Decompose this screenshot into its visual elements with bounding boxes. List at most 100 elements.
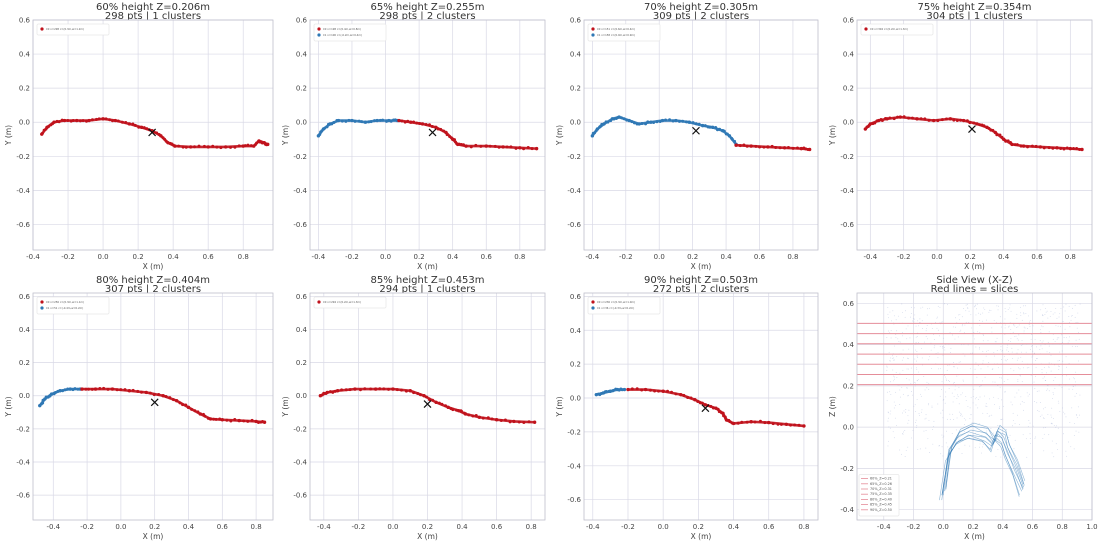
data-point: [246, 143, 250, 147]
y-tick-label: 0.2: [843, 85, 854, 93]
data-point: [442, 129, 446, 133]
chart-subtitle: Red lines = slices: [931, 284, 1019, 295]
cloud-point: [1047, 413, 1049, 415]
data-point: [640, 388, 644, 392]
cloud-point: [896, 376, 898, 378]
data-point: [700, 401, 704, 405]
y-tick-label: 0.0: [570, 395, 581, 403]
cloud-point: [1000, 456, 1002, 458]
cloud-point: [1053, 393, 1054, 395]
cloud-point: [1013, 324, 1015, 326]
cloud-point: [913, 405, 915, 407]
plot-frame: [309, 19, 546, 251]
structure-strand: [944, 425, 1024, 492]
cloud-point: [892, 357, 894, 359]
cloud-point: [998, 305, 1000, 307]
cloud-point: [1041, 414, 1043, 416]
data-point: [915, 117, 919, 121]
y-tick-label: 0.6: [19, 17, 31, 25]
y-tick-label: 0.6: [296, 293, 308, 301]
cloud-point: [1025, 438, 1027, 440]
x-tick-label: -0.4: [26, 253, 40, 261]
chart-subtitle: 304 pts | 1 clusters: [926, 11, 1022, 22]
data-point: [689, 396, 693, 400]
data-point: [671, 119, 675, 123]
cloud-point: [916, 425, 918, 427]
cloud-point: [976, 376, 978, 378]
cloud-point: [1003, 405, 1004, 407]
data-point: [229, 419, 233, 423]
cloud-point: [1056, 337, 1058, 339]
cloud-point: [1007, 344, 1009, 346]
data-point: [336, 118, 341, 123]
cloud-point: [1020, 314, 1022, 316]
cloud-point: [1040, 345, 1042, 347]
data-point: [711, 406, 715, 410]
cloud-point: [945, 396, 947, 398]
data-point: [116, 119, 120, 123]
data-point: [353, 387, 357, 391]
data-point: [740, 420, 744, 424]
data-point: [1026, 145, 1030, 149]
legend: C0 n=256 c=(0.3m,w=1.1m) C1 n=51 c=(-0.4m…: [36, 296, 110, 315]
cloud-point: [1016, 352, 1018, 354]
cloud-point: [905, 328, 907, 330]
cloud-point: [964, 444, 966, 446]
centroid-marker: [968, 125, 976, 133]
data-point: [770, 144, 774, 148]
cloud-point: [1062, 342, 1063, 344]
data-point: [63, 388, 67, 392]
cloud-point: [962, 379, 964, 381]
data-point: [177, 144, 181, 148]
cloud-point: [977, 331, 978, 333]
chart-subtitle: 309 pts | 2 clusters: [653, 11, 749, 22]
cloud-point: [1050, 370, 1052, 372]
cloud-point: [1042, 304, 1044, 306]
cloud-point: [945, 391, 947, 393]
cloud-point: [980, 313, 982, 315]
data-point: [753, 420, 757, 424]
y-tick-label: -0.4: [840, 506, 854, 514]
cloud-point: [1040, 309, 1042, 311]
data-point: [749, 420, 753, 424]
cloud-point: [920, 307, 922, 309]
cloud-point: [903, 357, 904, 359]
data-point: [474, 143, 478, 147]
cloud-point: [1028, 420, 1030, 422]
cloud-point: [1070, 319, 1072, 321]
data-point: [445, 133, 449, 137]
cloud-point: [1045, 372, 1047, 374]
cloud-point: [997, 309, 999, 311]
data-point: [590, 134, 595, 138]
x-tick-label: 0.6: [1031, 253, 1043, 261]
data-point: [262, 420, 267, 424]
cloud-point: [1020, 356, 1022, 358]
cloud-point: [942, 337, 944, 339]
cloud-point: [1044, 406, 1046, 408]
data-point: [464, 144, 468, 148]
chart-title: 80% height Z=0.404m: [96, 275, 210, 286]
legend: C0 n=236 c=(0.3m,w=1.0m) C1 n=36 c=(-0.3m…: [587, 296, 661, 315]
cloud-point: [981, 380, 983, 382]
data-point: [630, 387, 634, 391]
data-point: [1038, 145, 1043, 149]
data-point: [111, 119, 115, 123]
cloud-point: [1031, 356, 1033, 358]
data-point: [652, 120, 656, 124]
cloud-point: [1075, 430, 1077, 432]
data-point: [880, 118, 884, 122]
cloud-point: [899, 389, 901, 391]
data-point: [218, 417, 222, 421]
cloud-point: [1006, 429, 1007, 431]
legend-box: [313, 23, 387, 42]
cloud-point: [895, 425, 897, 426]
cloud-point: [921, 357, 923, 359]
x-tick-label: 0.0: [931, 253, 942, 261]
data-point: [763, 421, 767, 425]
cloud-point: [1052, 338, 1054, 340]
cloud-point: [1043, 408, 1045, 410]
data-point: [1004, 139, 1008, 143]
legend-entry: C1 n=158 c=(0.0m,w=0.9m): [597, 33, 635, 37]
series-red: [318, 387, 537, 425]
